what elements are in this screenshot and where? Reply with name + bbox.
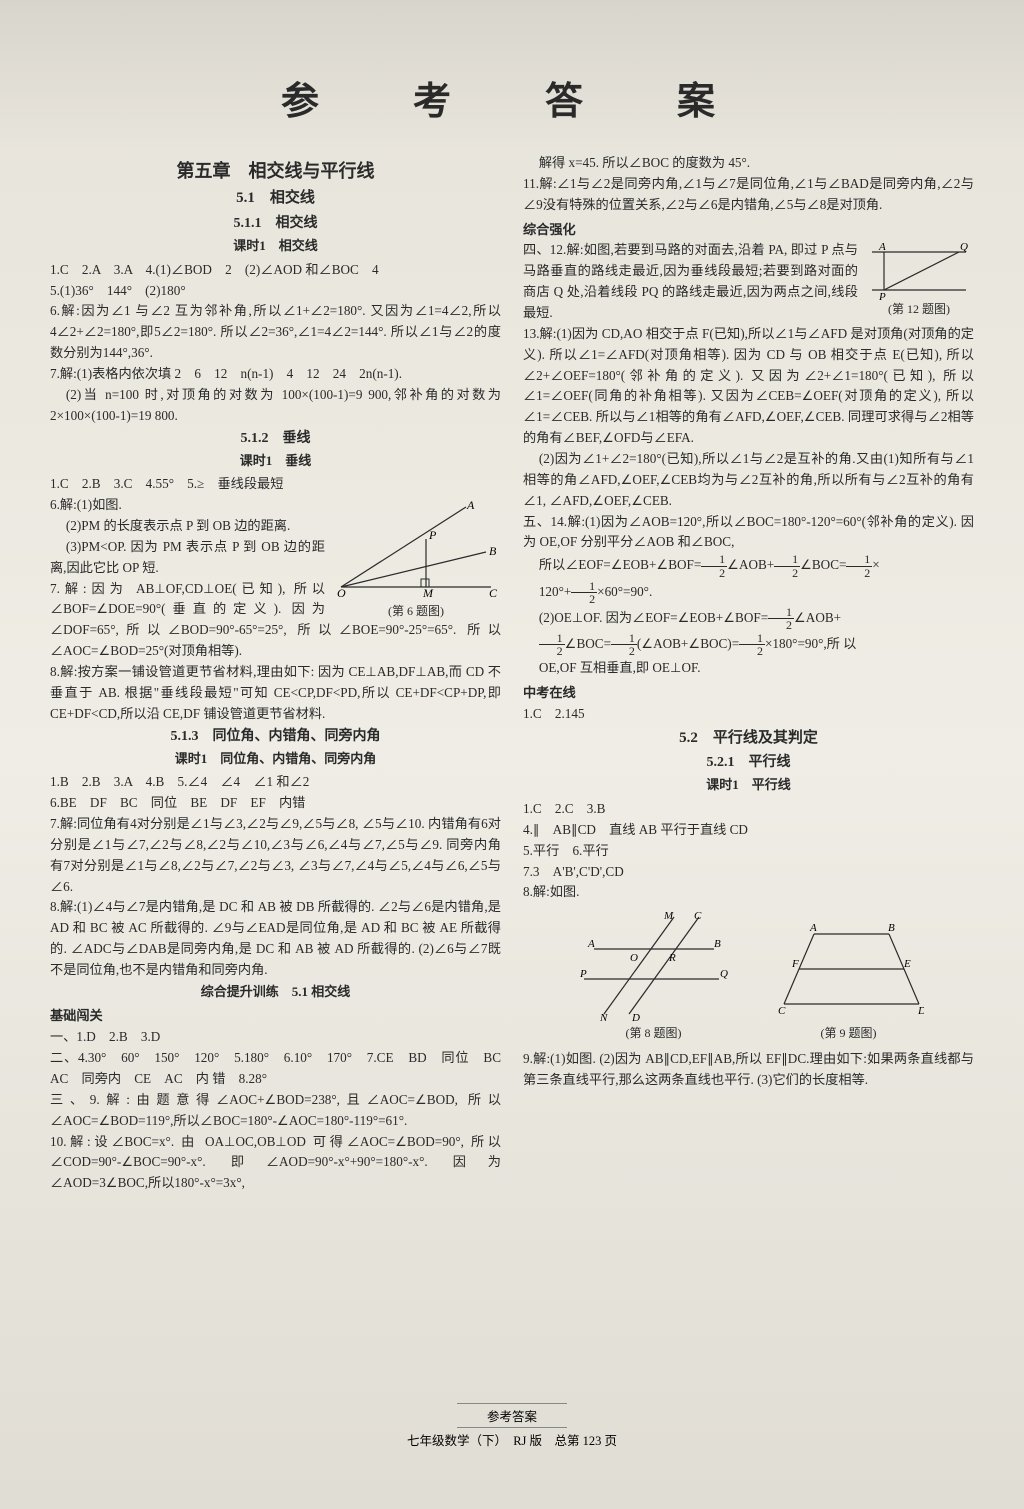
- answer-line: OE,OF 互相垂直,即 OE⊥OF.: [523, 658, 974, 679]
- answer-line: 13.解:(1)因为 CD,AO 相交于点 F(已知),所以∠1与∠AFD 是对…: [523, 324, 974, 449]
- answer-line: (2)当 n=100 时,对顶角的对数为 100×(100-1)=9 900,邻…: [50, 385, 501, 427]
- svg-text:O: O: [337, 586, 346, 600]
- svg-text:P: P: [878, 291, 886, 300]
- chapter-heading: 第五章 相交线与平行线: [50, 157, 501, 185]
- footer-page-info: 七年级数学（下） RJ 版 总第 123 页: [0, 1430, 1024, 1449]
- answer-line: 5.平行 6.平行: [523, 841, 974, 862]
- answer-line: 10.解:设∠BOC=x°. 由 OA⊥OC,OB⊥OD 可得∠AOC=∠BOD…: [50, 1132, 501, 1195]
- svg-text:M: M: [663, 910, 674, 922]
- svg-text:A: A: [466, 498, 475, 512]
- svg-text:F: F: [791, 958, 799, 970]
- lesson-5-1-1: 课时1 相交线: [50, 236, 501, 257]
- footer-label: 参考答案: [457, 1403, 567, 1428]
- answer-line: 6.解:因为∠1 与∠2 互为邻补角,所以∠1+∠2=180°. 又因为∠1=4…: [50, 301, 501, 364]
- page-title: 参 考 答 案: [50, 70, 974, 125]
- svg-text:C: C: [778, 1005, 786, 1017]
- svg-text:E: E: [903, 958, 911, 970]
- svg-text:O: O: [630, 952, 638, 964]
- right-column: 解得 x=45. 所以∠BOC 的度数为 45°. 11.解:∠1与∠2是同旁内…: [523, 153, 974, 1194]
- answer-formula: 120°+12×60°=90°.: [523, 580, 974, 606]
- figure-q12: A Q P (第 12 题图): [864, 240, 974, 312]
- svg-text:Q: Q: [720, 968, 728, 980]
- svg-text:Q: Q: [960, 241, 968, 253]
- svg-text:P: P: [428, 528, 437, 542]
- answer-line: 11.解:∠1与∠2是同旁内角,∠1与∠7是同位角,∠1与∠BAD是同旁内角,∠…: [523, 174, 974, 216]
- lesson-5-2-1: 课时1 平行线: [523, 775, 974, 796]
- answer-formula: (2)OE⊥OF. 因为∠EOF=∠EOB+∠BOF=12∠AOB+: [523, 606, 974, 632]
- answer-line: 解得 x=45. 所以∠BOC 的度数为 45°.: [523, 153, 974, 174]
- svg-text:A: A: [809, 922, 817, 934]
- figure-q8: M C A B O R P Q N D (第 8 题图): [574, 909, 734, 1043]
- svg-text:D: D: [917, 1005, 924, 1017]
- answer-line: 1.B 2.B 3.A 4.B 5.∠4 ∠4 ∠1 和∠2: [50, 772, 501, 793]
- answer-line: 6.BE DF BC 同位 BE DF EF 内错: [50, 793, 501, 814]
- answer-line: 8.解:(1)∠4与∠7是内错角,是 DC 和 AB 被 DB 所截得的. ∠2…: [50, 897, 501, 980]
- subsection-5-1-1: 5.1.1 相交线: [50, 213, 501, 235]
- figure-caption: (第 6 题图): [331, 602, 501, 621]
- section-5-1: 5.1 相交线: [50, 187, 501, 211]
- answer-line: 4.∥ AB∥CD 直线 AB 平行于直线 CD: [523, 820, 974, 841]
- answer-formula: 12∠BOC=12(∠AOB+∠BOC)=12×180°=90°,所 以: [523, 632, 974, 658]
- geometry-diagram-icon: M C A B O R P Q N D: [574, 909, 734, 1024]
- answer-line: (2)因为∠1+∠2=180°(已知),所以∠1与∠2是互补的角.又由(1)知所…: [523, 449, 974, 512]
- practice-heading: 综合提升训练 5.1 相交线: [50, 982, 501, 1003]
- svg-text:C: C: [489, 586, 498, 600]
- answer-line: 三、9.解:由题意得∠AOC+∠BOD=238°,且∠AOC=∠BOD, 所以∠…: [50, 1090, 501, 1132]
- svg-text:B: B: [888, 922, 895, 934]
- answer-line: 1.C 2.145: [523, 704, 974, 725]
- subsection-5-2-1: 5.2.1 平行线: [523, 752, 974, 774]
- figure-caption: (第 9 题图): [774, 1024, 924, 1043]
- content-columns: 第五章 相交线与平行线 5.1 相交线 5.1.1 相交线 课时1 相交线 1.…: [50, 153, 974, 1194]
- svg-text:D: D: [631, 1012, 640, 1024]
- figure-caption: (第 8 题图): [574, 1024, 734, 1043]
- section-5-2: 5.2 平行线及其判定: [523, 727, 974, 751]
- figure-q6: O M C B A P (第 6 题图): [331, 497, 501, 617]
- lesson-5-1-3: 课时1 同位角、内错角、同旁内角: [50, 749, 501, 770]
- figure-caption: (第 12 题图): [864, 300, 974, 319]
- svg-text:B: B: [714, 938, 721, 950]
- figures-row: M C A B O R P Q N D (第 8 题图): [523, 909, 974, 1043]
- figure-q9: A B F E C D (第 9 题图): [774, 909, 924, 1043]
- answer-line: 5.(1)36° 144° (2)180°: [50, 281, 501, 302]
- svg-text:B: B: [489, 544, 497, 558]
- answer-line: 1.C 2.C 3.B: [523, 799, 974, 820]
- left-column: 第五章 相交线与平行线 5.1 相交线 5.1.1 相交线 课时1 相交线 1.…: [50, 153, 501, 1194]
- svg-text:P: P: [579, 968, 587, 980]
- svg-text:A: A: [587, 938, 595, 950]
- answer-line: 五、14.解:(1)因为∠AOB=120°,所以∠BOC=180°-120°=6…: [523, 512, 974, 554]
- subsection-5-1-3: 5.1.3 同位角、内错角、同旁内角: [50, 726, 501, 748]
- subsection-5-1-2: 5.1.2 垂线: [50, 428, 501, 450]
- lesson-5-1-2: 课时1 垂线: [50, 451, 501, 472]
- answer-line: 7.解:同位角有4对分别是∠1与∠3,∠2与∠9,∠5与∠8, ∠5与∠10. …: [50, 814, 501, 897]
- svg-text:N: N: [599, 1012, 608, 1024]
- answer-formula: 所以∠EOF=∠EOB+∠BOF=12∠AOB+12∠BOC=12×: [523, 553, 974, 579]
- svg-text:R: R: [668, 952, 676, 964]
- geometry-diagram-icon: A Q P: [864, 240, 974, 300]
- group-label: 基础闯关: [50, 1006, 501, 1027]
- answer-line: 1.C 2.B 3.C 4.55° 5.≥ 垂线段最短: [50, 474, 501, 495]
- answer-line: 一、1.D 2.B 3.D: [50, 1027, 501, 1048]
- answer-line: 1.C 2.A 3.A 4.(1)∠BOD 2 (2)∠AOD 和∠BOC 4: [50, 260, 501, 281]
- answer-line: 8.解:按方案一铺设管道更节省材料,理由如下: 因为 CE⊥AB,DF⊥AB,而…: [50, 662, 501, 725]
- answer-line: 7.3 A'B',C'D',CD: [523, 862, 974, 883]
- svg-text:C: C: [694, 910, 702, 922]
- answer-line: 9.解:(1)如图. (2)因为 AB∥CD,EF∥AB,所以 EF∥DC.理由…: [523, 1049, 974, 1091]
- group-label: 中考在线: [523, 683, 974, 704]
- answer-line: 8.解:如图.: [523, 882, 974, 903]
- geometry-diagram-icon: O M C B A P: [331, 497, 501, 602]
- page-footer: 参考答案 七年级数学（下） RJ 版 总第 123 页: [0, 1403, 1024, 1449]
- group-label: 综合强化: [523, 220, 974, 241]
- geometry-diagram-icon: A B F E C D: [774, 909, 924, 1024]
- svg-text:A: A: [878, 241, 886, 253]
- answer-line: 7.解:(1)表格内依次填 2 6 12 n(n-1) 4 12 24 2n(n…: [50, 364, 501, 385]
- answer-line: 二、4.30° 60° 150° 120° 5.180° 6.10° 170° …: [50, 1048, 501, 1090]
- svg-text:M: M: [422, 586, 434, 600]
